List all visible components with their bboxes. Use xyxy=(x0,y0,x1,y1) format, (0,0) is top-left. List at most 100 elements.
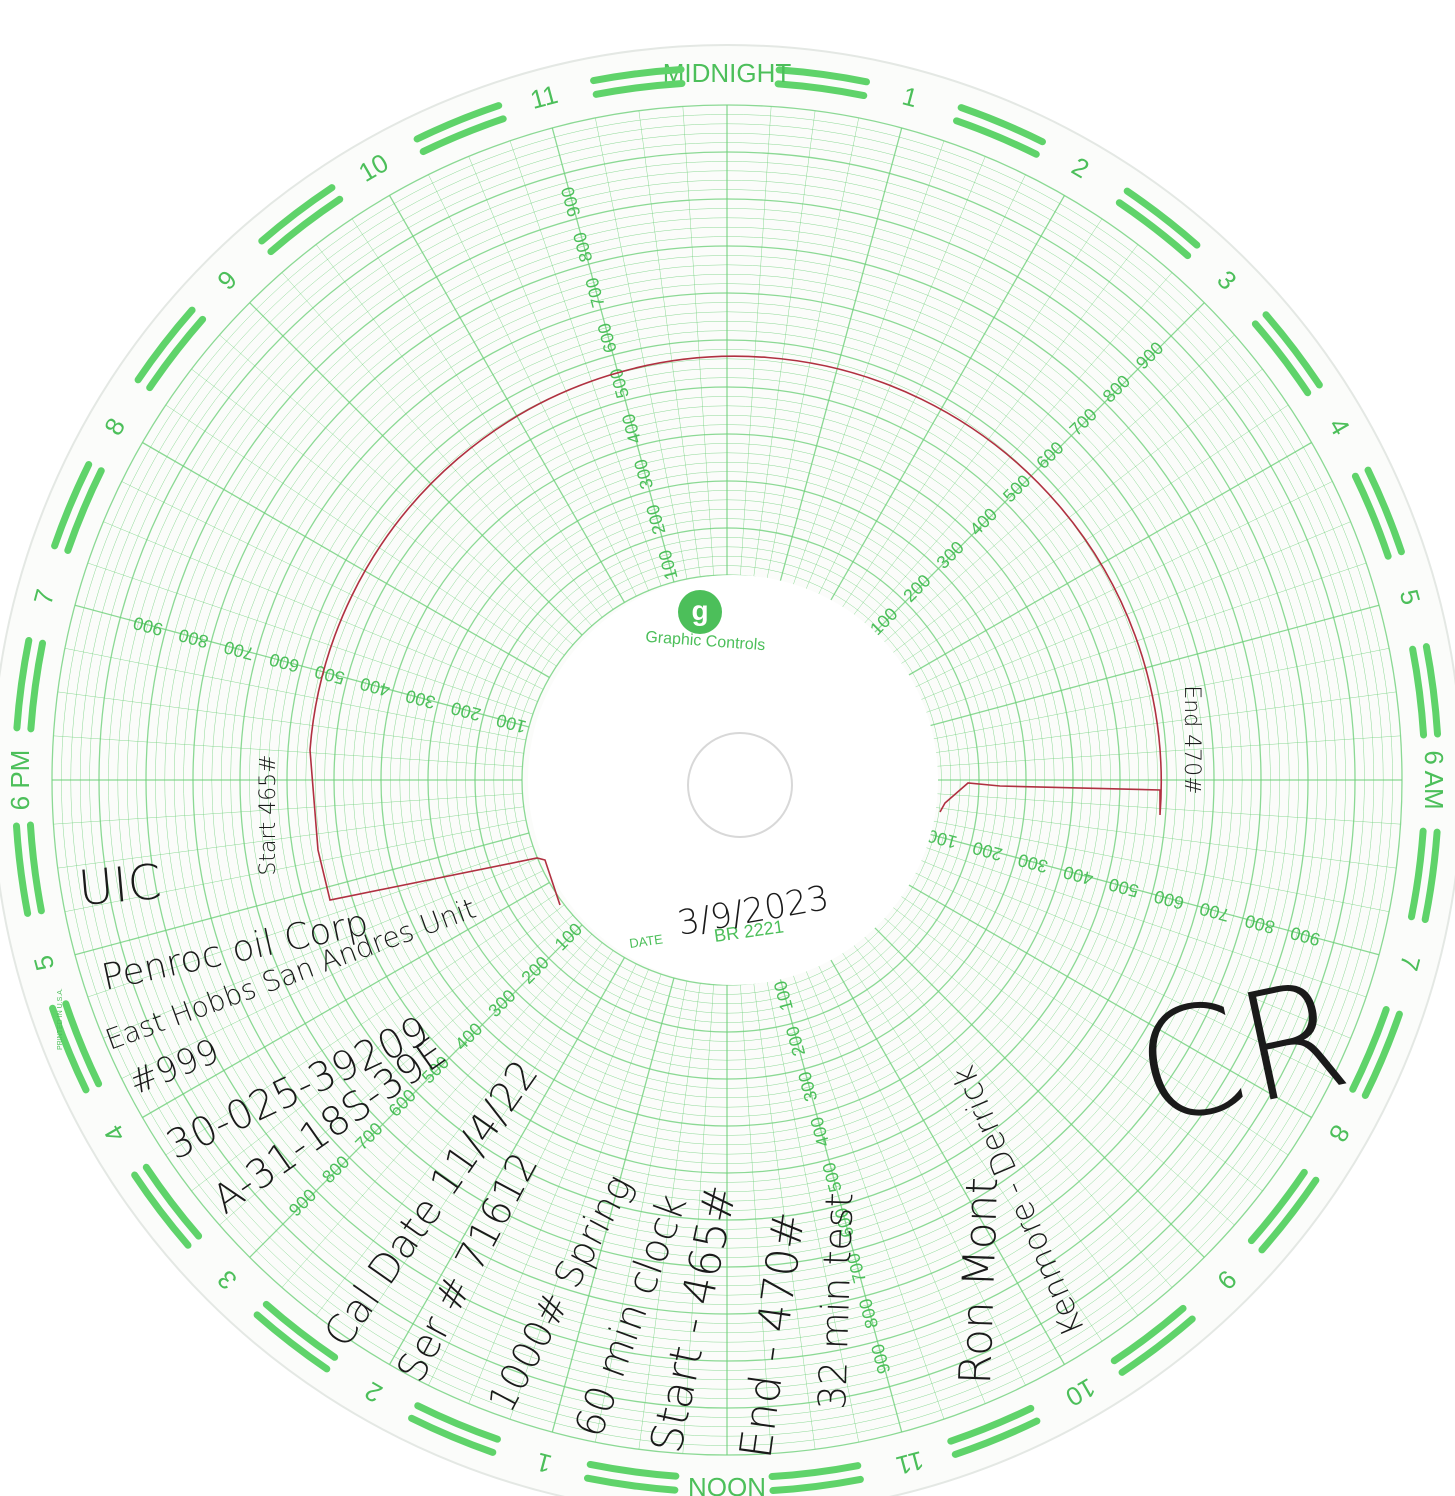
time-line xyxy=(53,735,523,767)
hour-band-arc xyxy=(1118,1315,1196,1376)
time-line xyxy=(191,368,565,656)
pressure-trace xyxy=(309,355,1163,906)
time-line xyxy=(840,218,1103,610)
time-line xyxy=(840,950,1103,1342)
hour-band-arc xyxy=(13,636,33,732)
hour-band-arc xyxy=(142,1163,203,1240)
time-line xyxy=(388,195,626,603)
time-line xyxy=(805,969,986,1404)
time-line xyxy=(315,942,603,1316)
time-line xyxy=(897,893,1289,1156)
time-line xyxy=(910,870,1333,1079)
time-line xyxy=(792,974,945,1420)
hour-band-arc xyxy=(1349,1006,1390,1093)
time-line xyxy=(779,127,903,583)
time-line xyxy=(165,404,557,667)
hour-band-arc xyxy=(267,195,344,256)
hour-band-arc xyxy=(1364,466,1405,556)
note-line: UIC xyxy=(76,854,163,917)
time-line xyxy=(638,983,701,1450)
hour-band-arc xyxy=(131,1171,192,1249)
hour-band-arc xyxy=(51,461,93,550)
hour-band-arc xyxy=(26,821,45,915)
time-line xyxy=(871,924,1205,1258)
time-line xyxy=(509,974,662,1420)
hour-band-arc xyxy=(419,115,507,156)
hour-band-arc xyxy=(957,104,1046,146)
time-line xyxy=(74,832,530,956)
note-line: 32 min test xyxy=(810,1192,862,1411)
date-label: DATE xyxy=(628,931,664,951)
time-line xyxy=(928,819,1390,912)
hour-band-arc xyxy=(583,1474,679,1494)
time-line xyxy=(638,110,701,577)
hour-band-arc xyxy=(1422,643,1442,738)
time-line xyxy=(828,957,1066,1365)
time-line xyxy=(766,117,859,579)
time-line xyxy=(817,963,1026,1386)
hour-label: 6 PM xyxy=(5,750,35,811)
time-line xyxy=(249,924,583,1258)
time-line xyxy=(921,845,1367,998)
logo-circle xyxy=(678,590,722,634)
time-line xyxy=(468,969,649,1404)
time-line xyxy=(682,106,714,576)
time-line xyxy=(904,881,1312,1119)
hour-band-arc xyxy=(414,1402,501,1443)
time-line xyxy=(468,156,649,591)
trace-start: Start 465# xyxy=(256,754,281,875)
trace-end: End 470# xyxy=(1179,685,1204,794)
time-line xyxy=(916,521,1351,702)
time-line xyxy=(766,981,859,1443)
time-line xyxy=(753,110,816,577)
signature: CR xyxy=(1121,947,1362,1161)
hour-band-arc xyxy=(258,184,336,245)
time-line xyxy=(53,793,523,825)
time-line xyxy=(740,106,772,576)
hour-band-arc xyxy=(953,117,1040,158)
hour-band-arc xyxy=(1409,645,1428,739)
hour-band-arc xyxy=(49,1004,90,1094)
hour-band-arc xyxy=(768,1462,862,1481)
time-line xyxy=(889,368,1263,656)
time-line xyxy=(87,562,533,715)
time-line xyxy=(428,174,637,597)
printed-in: PRINTED IN U.S.A. xyxy=(57,988,64,1050)
time-line xyxy=(142,881,550,1119)
hour-band-arc xyxy=(775,66,871,86)
time-line xyxy=(910,481,1333,690)
time-line xyxy=(219,914,574,1226)
time-line xyxy=(87,845,533,998)
time-line xyxy=(595,981,688,1443)
time-line xyxy=(828,195,1066,603)
time-line xyxy=(930,691,1397,754)
time-line xyxy=(219,334,574,646)
hour-band-arc xyxy=(1110,1304,1187,1365)
time-line xyxy=(281,272,593,627)
time-line xyxy=(191,904,565,1192)
hour-band-arc xyxy=(769,1475,864,1495)
hour-band-arc xyxy=(1115,199,1192,260)
note-line: Ron Mont xyxy=(950,1176,1008,1385)
time-line xyxy=(249,302,583,636)
time-line xyxy=(64,819,526,912)
time-line xyxy=(861,272,1173,627)
time-line xyxy=(103,858,538,1039)
time-line xyxy=(551,127,675,583)
time-line xyxy=(57,691,524,754)
time-line xyxy=(351,950,614,1342)
center-hole xyxy=(687,732,793,838)
hour-band-arc xyxy=(1258,1176,1320,1254)
hour-band-arc xyxy=(774,80,868,100)
hour-band-arc xyxy=(592,79,686,98)
time-line xyxy=(509,140,662,586)
time-line xyxy=(388,957,626,1365)
time-line xyxy=(851,244,1139,618)
hour-band-arc xyxy=(590,65,685,85)
time-line xyxy=(779,977,903,1433)
time-line xyxy=(916,858,1351,1039)
time-line xyxy=(928,648,1390,741)
hour-band-arc xyxy=(408,1414,497,1456)
hour-band-arc xyxy=(1262,311,1323,389)
